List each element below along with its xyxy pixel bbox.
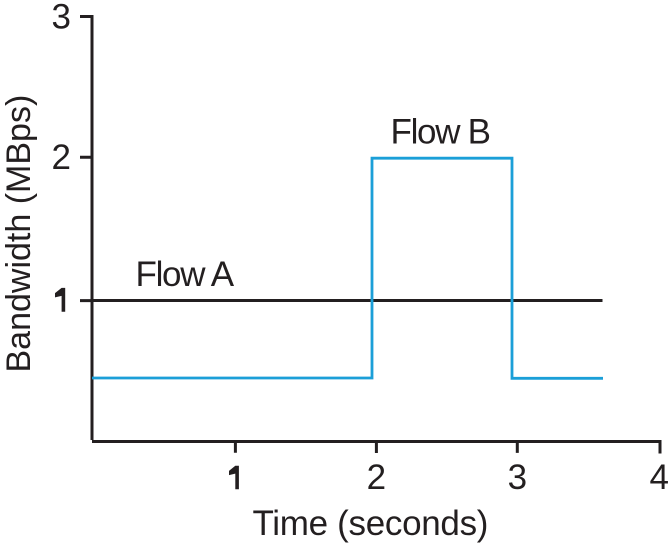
svg-text:Bandwidth (MBps): Bandwidth (MBps) <box>0 95 38 373</box>
svg-text:3: 3 <box>52 0 71 37</box>
svg-text:4: 4 <box>649 458 668 497</box>
svg-text:Flow B: Flow B <box>391 113 490 152</box>
svg-text:3: 3 <box>508 458 527 497</box>
svg-text:Time (seconds): Time (seconds) <box>252 504 488 543</box>
svg-text:2: 2 <box>52 138 71 177</box>
svg-text:2: 2 <box>367 458 386 497</box>
svg-text:Flow A: Flow A <box>136 255 235 294</box>
